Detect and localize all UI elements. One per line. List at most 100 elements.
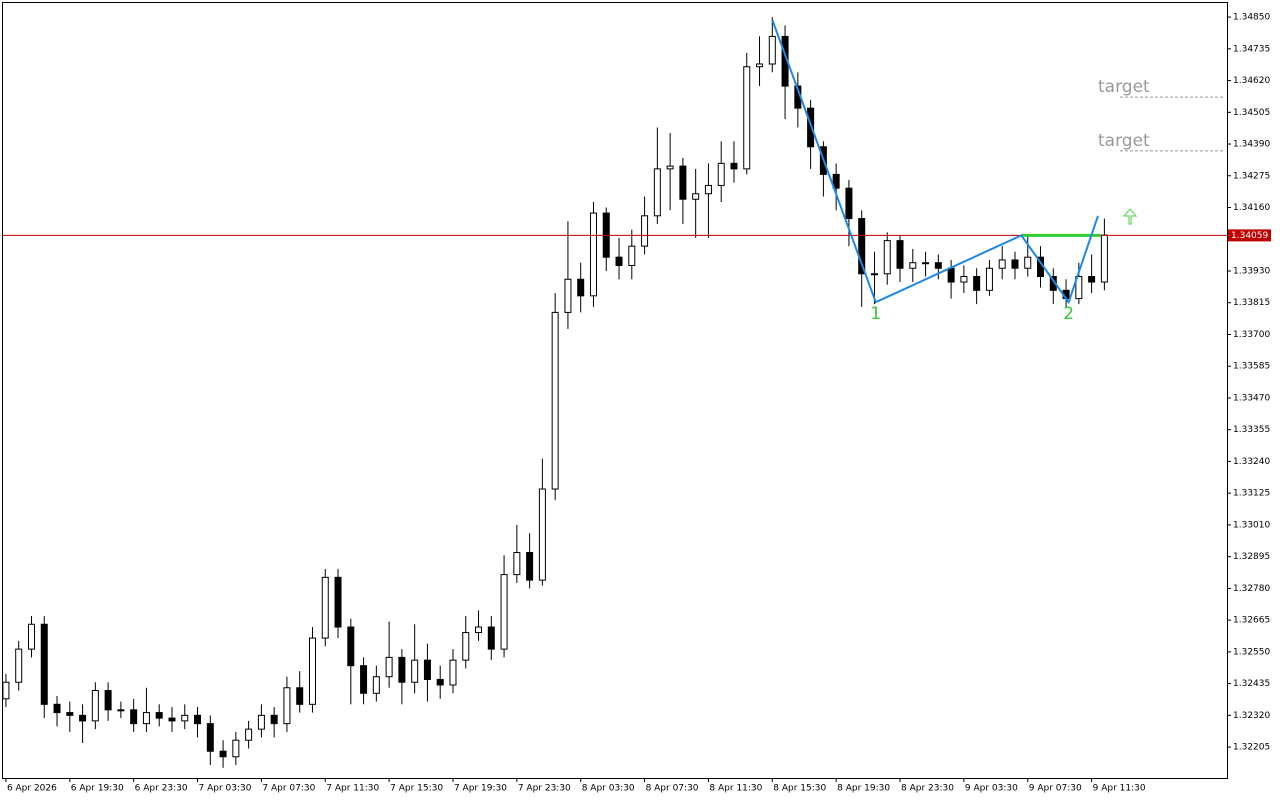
candle-body <box>870 273 878 276</box>
candle-body <box>360 665 368 694</box>
candle-body <box>296 687 304 705</box>
candle-body <box>577 278 585 297</box>
pattern-line <box>771 19 1099 305</box>
y-tick-label: 1.33585 <box>1233 362 1270 372</box>
candle-body <box>756 63 764 68</box>
x-tick-label: 6 Apr 2026 <box>7 784 57 794</box>
candle-body <box>462 632 470 661</box>
plot-frame <box>2 2 1228 779</box>
y-tick-label: 1.33125 <box>1233 489 1270 499</box>
candle-body <box>181 714 189 722</box>
y-tick-label: 1.32665 <box>1233 616 1270 626</box>
candle-body <box>411 659 419 683</box>
candle-body <box>449 659 457 686</box>
x-tick-label: 7 Apr 11:30 <box>326 784 379 794</box>
candle-body <box>194 714 202 725</box>
x-tick-label: 8 Apr 11:30 <box>709 784 762 794</box>
candle-body <box>679 165 687 200</box>
y-tick-label: 1.34620 <box>1233 76 1270 86</box>
pattern-label: 2 <box>1063 304 1074 324</box>
candle-body <box>666 165 674 170</box>
y-tick-label: 1.32205 <box>1233 743 1270 753</box>
candle-body <box>768 35 776 65</box>
candle-body <box>564 278 572 313</box>
candle-body <box>858 218 866 275</box>
price-label: 1.34059 <box>1231 231 1268 241</box>
candle-body <box>91 690 99 722</box>
y-tick-label: 1.32320 <box>1233 711 1270 721</box>
candle-body <box>538 488 546 581</box>
candle-body <box>475 626 483 634</box>
y-tick-label: 1.34735 <box>1233 44 1270 54</box>
y-tick-label: 1.33700 <box>1233 330 1270 340</box>
y-tick-label: 1.33815 <box>1233 298 1270 308</box>
candle-body <box>589 212 597 297</box>
x-tick-label: 6 Apr 23:30 <box>135 784 188 794</box>
candle-body <box>53 703 61 714</box>
y-tick-label: 1.33010 <box>1233 520 1270 530</box>
candle-body <box>142 712 150 725</box>
candle-body <box>832 173 840 189</box>
candle-body <box>985 267 993 291</box>
candle-body <box>807 107 815 148</box>
candle-body <box>308 637 316 705</box>
x-tick-label: 9 Apr 11:30 <box>1093 784 1146 794</box>
candle-body <box>551 311 559 490</box>
candle-body <box>845 187 853 220</box>
x-tick-label: 8 Apr 19:30 <box>837 784 890 794</box>
candle-body <box>15 648 23 683</box>
y-tick-label: 1.32780 <box>1233 584 1270 594</box>
y-tick-label: 1.33240 <box>1233 457 1270 467</box>
candle-body <box>155 712 163 719</box>
candle-body <box>947 267 955 283</box>
candle-body <box>1088 276 1096 283</box>
candle-body <box>385 656 393 678</box>
candle-body <box>500 574 508 650</box>
candle-body <box>1075 276 1083 300</box>
candle-body <box>615 256 623 266</box>
candle-body <box>922 262 930 265</box>
candle-body <box>896 240 904 269</box>
candle-body <box>270 714 278 725</box>
candle-body <box>372 676 380 694</box>
candle-body <box>704 184 712 195</box>
candle-body <box>692 193 700 200</box>
candle-body <box>1100 234 1108 283</box>
candle-body <box>973 276 981 291</box>
x-tick-label: 9 Apr 03:30 <box>965 784 1018 794</box>
candle-body <box>628 245 636 266</box>
candle-body <box>730 162 738 170</box>
candle-body <box>334 576 342 628</box>
pattern-label: 1 <box>870 304 881 324</box>
y-tick-label: 1.32895 <box>1233 552 1270 562</box>
candle-body <box>998 259 1006 269</box>
y-tick-label: 1.34275 <box>1233 171 1270 181</box>
x-tick-label: 7 Apr 07:30 <box>262 784 315 794</box>
candle-body <box>130 709 138 725</box>
y-tick-label: 1.34505 <box>1233 108 1270 118</box>
candle-body <box>321 576 329 639</box>
x-tick-label: 8 Apr 15:30 <box>773 784 826 794</box>
target-label: target <box>1098 77 1150 97</box>
candle-body <box>513 552 521 576</box>
y-tick-label: 1.33470 <box>1233 393 1270 403</box>
candle-body <box>27 623 35 650</box>
candle-body <box>347 626 355 667</box>
x-tick-label: 7 Apr 23:30 <box>518 784 571 794</box>
candle-body <box>257 714 265 730</box>
buy-arrow <box>1122 208 1138 225</box>
y-tick-label: 1.34850 <box>1233 13 1270 23</box>
y-tick-label: 1.34390 <box>1233 140 1270 150</box>
candle-body <box>40 623 48 705</box>
y-tick-label: 1.32435 <box>1233 679 1270 689</box>
candle-body <box>960 276 968 283</box>
candle-body <box>526 552 534 581</box>
x-tick-label: 6 Apr 19:30 <box>71 784 124 794</box>
candle-body <box>283 687 291 725</box>
candle-body <box>232 739 240 758</box>
x-tick-label: 8 Apr 07:30 <box>646 784 699 794</box>
candle-body <box>117 709 125 712</box>
candle-body <box>883 240 891 275</box>
candle-body <box>206 723 214 752</box>
